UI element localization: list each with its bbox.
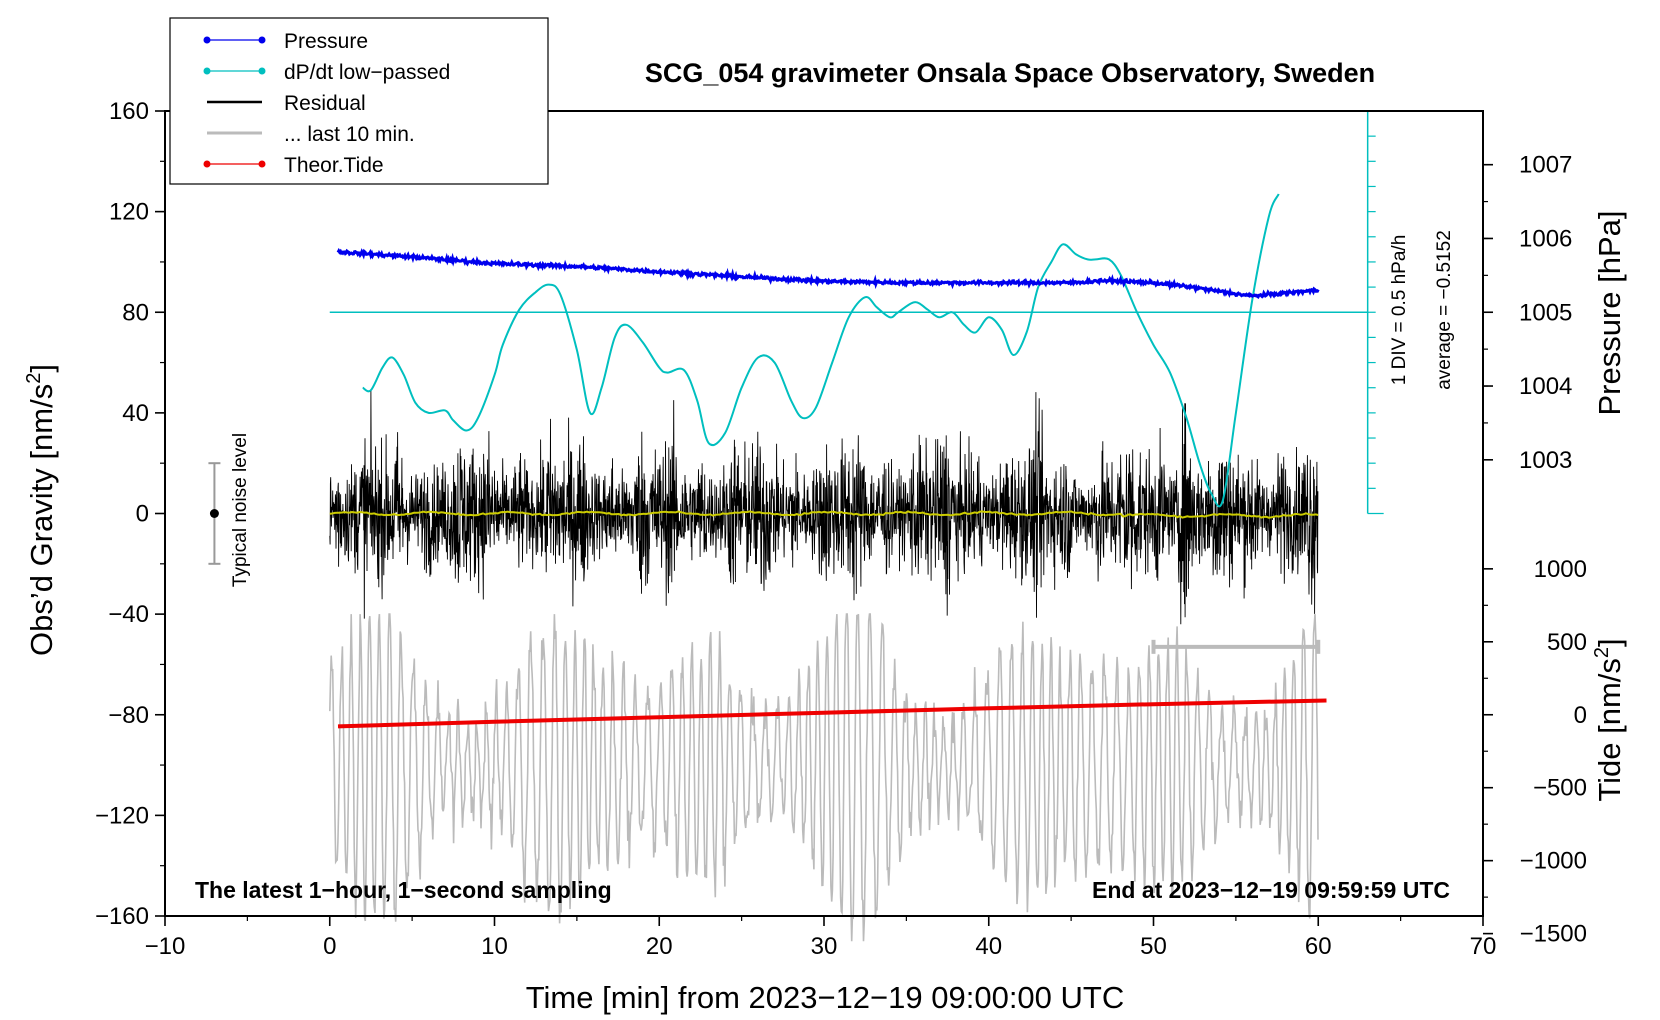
legend-box [169, 17, 549, 185]
x-tick-label: 0 [323, 933, 336, 960]
data-layer [208, 110, 1384, 942]
legend-label: Theor.Tide [284, 154, 384, 177]
pressure-tick-label: 1004 [1519, 373, 1572, 400]
axes-ticks: −10 0 10 20 30 40 50 60 70 −160 −120 −80 −40 0 40 80 120… [95, 98, 1587, 960]
y-tick-label: −80 [108, 702, 149, 729]
pressure-tick-label: 1006 [1519, 225, 1572, 252]
x-tick-label: 40 [975, 933, 1002, 960]
y-tick-label: 80 [122, 299, 149, 326]
legend-marker [258, 67, 266, 75]
tide-tick-label: 500 [1547, 629, 1587, 656]
y-tick-label: 160 [109, 98, 149, 125]
noise-level-label: Typical noise level [230, 433, 251, 587]
y-tick-label: −40 [108, 601, 149, 628]
tide-axis-label-main: Tide [nm/s [1592, 658, 1627, 802]
note-right: End at 2023−12−19 09:59:59 UTC [1092, 877, 1450, 903]
left-axis-label-end: ] [24, 364, 59, 373]
x-tick-label: 70 [1470, 933, 1497, 960]
x-tick-label: 10 [481, 933, 508, 960]
pressure-axis-label: Pressure [hPa] [1592, 210, 1627, 415]
legend-marker [203, 160, 211, 168]
pressure-tick-label: 1005 [1519, 299, 1572, 326]
tide-tick-label: −1500 [1520, 921, 1587, 948]
tide-tick-label: −1000 [1520, 848, 1587, 875]
legend-label: Pressure [284, 30, 368, 53]
legend-label: ... last 10 min. [284, 123, 415, 146]
legend-label: dP/dt low−passed [284, 61, 450, 84]
tide-tick-label: −500 [1533, 775, 1587, 802]
legend-marker [258, 160, 266, 168]
legend-marker [203, 36, 211, 44]
x-tick-label: 20 [646, 933, 673, 960]
x-tick-label: −10 [145, 933, 186, 960]
y-tick-label: 0 [136, 501, 149, 528]
legend-marker [203, 67, 211, 75]
tide-tick-label: 0 [1574, 702, 1587, 729]
tide-line [337, 698, 1327, 729]
residual-mean-line [329, 510, 1319, 519]
dpdt-line [362, 193, 1280, 508]
y-tick-label: 120 [109, 199, 149, 226]
legend-marker [258, 36, 266, 44]
legend-label: Residual [284, 92, 366, 115]
x-tick-label: 30 [811, 933, 838, 960]
pressure-line [336, 247, 1320, 300]
tide-axis-label: Tide [nm/s2] [1591, 638, 1627, 801]
tide-tick-label: 1000 [1534, 556, 1587, 583]
y-tick-label: −160 [95, 903, 149, 930]
left-axis-label-sup: 2 [23, 373, 45, 384]
tide-axis-label-end: ] [1592, 638, 1627, 647]
tide-axis-label-sup: 2 [1591, 647, 1613, 658]
plot-frame [164, 110, 1484, 917]
y-tick-label: −120 [95, 802, 149, 829]
residual-line [329, 390, 1319, 625]
y-tick-label: 40 [122, 400, 149, 427]
dpdt-div-label: 1 DIV = 0.5 hPa/h [1389, 235, 1410, 386]
legend: Pressure dP/dt low−passed Residual ... last… [169, 17, 549, 185]
dpdt-average-label: average = −0.5152 [1434, 230, 1455, 390]
noise-level-dot [209, 509, 219, 518]
note-left: The latest 1−hour, 1−second sampling [195, 877, 612, 903]
legend-rows: Pressure dP/dt low−passed Residual ... last… [203, 30, 450, 177]
last-10-min-line [329, 613, 1319, 942]
x-tick-label: 60 [1305, 933, 1332, 960]
pressure-tick-label: 1007 [1519, 152, 1572, 179]
left-axis-label: Obs’d Gravity [nm/s2] [23, 364, 59, 656]
x-tick-label: 50 [1140, 933, 1167, 960]
left-axis-label-main: Obs’d Gravity [nm/s [24, 384, 59, 656]
chart-title: SCG_054 gravimeter Onsala Space Observat… [645, 58, 1375, 88]
pressure-tick-label: 1003 [1519, 447, 1572, 474]
x-axis-label: Time [min] from 2023−12−19 09:00:00 UTC [526, 980, 1125, 1015]
